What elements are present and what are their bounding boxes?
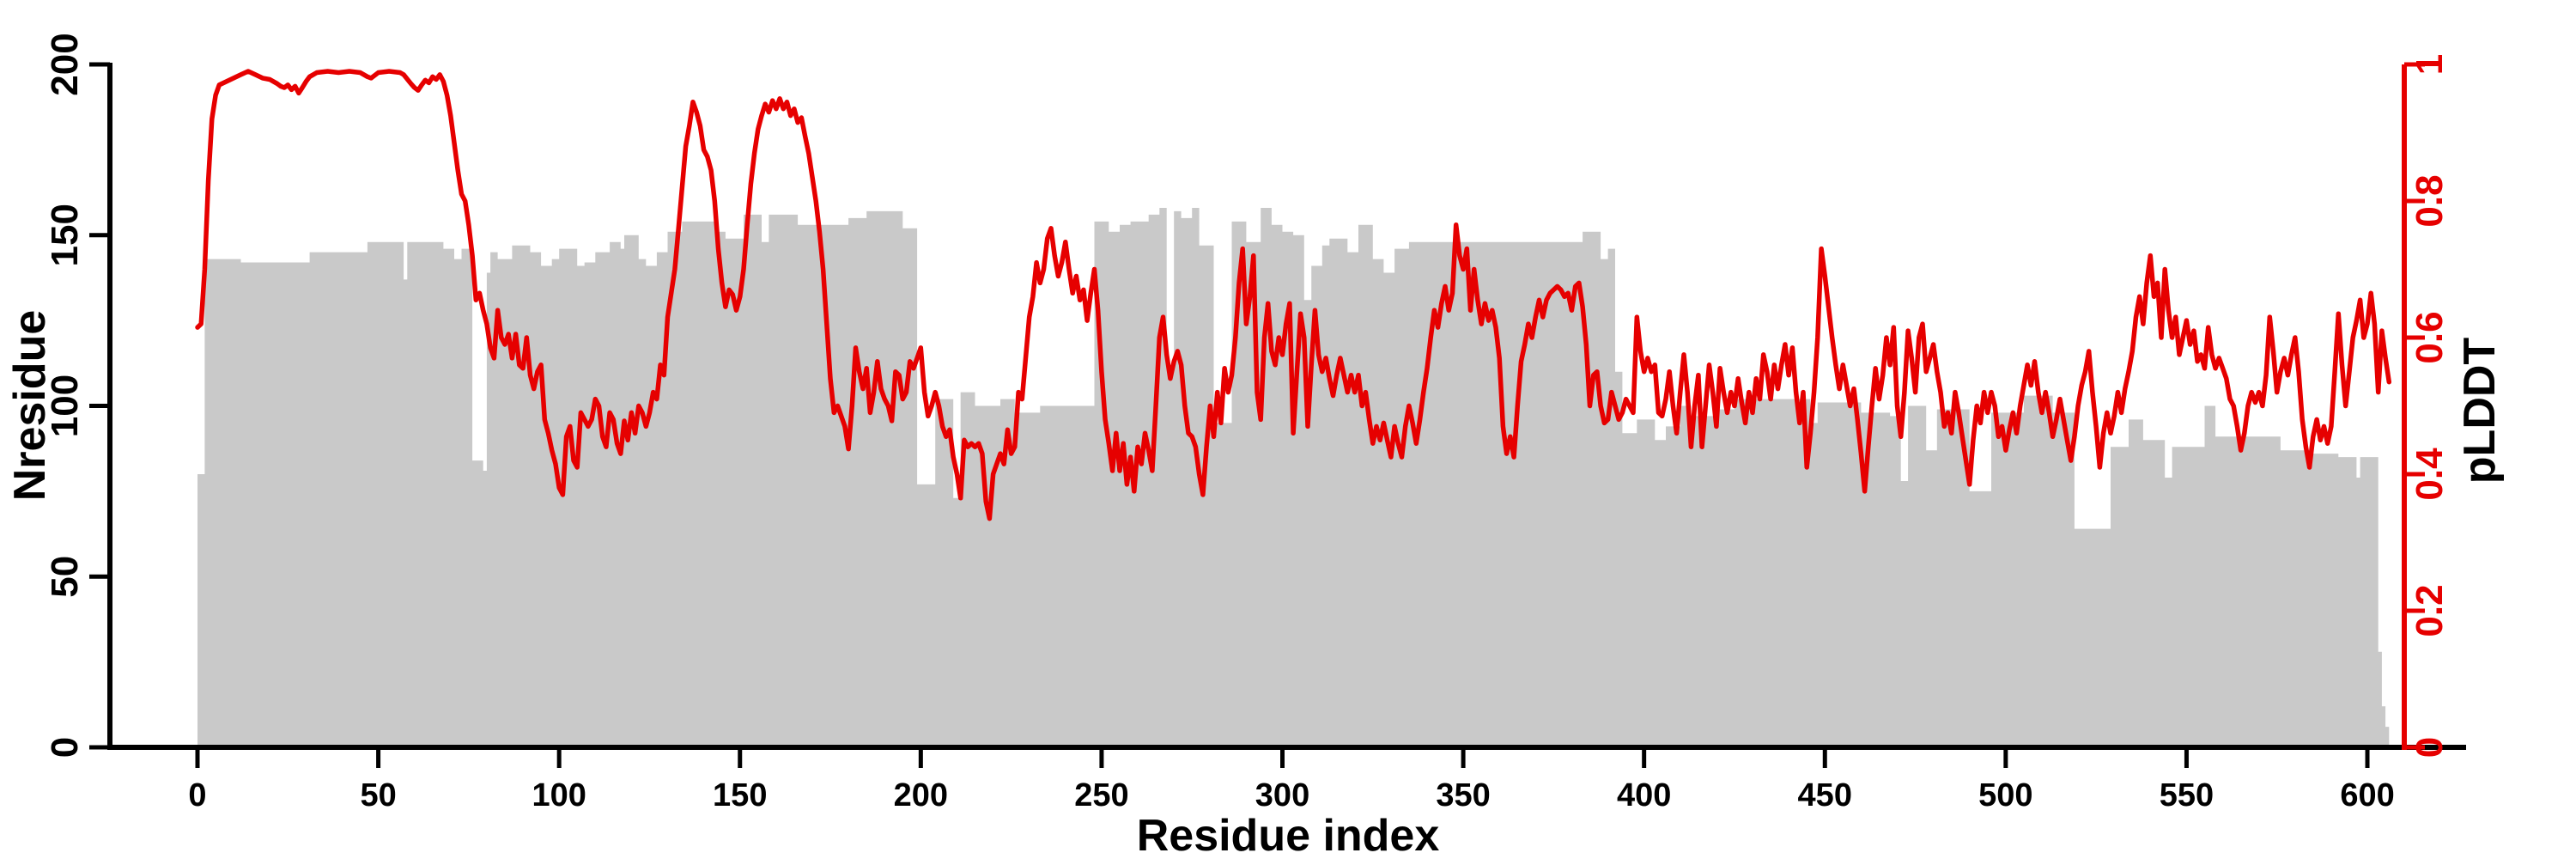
x-tick-label: 400 [1617,777,1671,813]
y-right-tick-label: 0.2 [2409,584,2451,637]
x-tick-label: 50 [360,777,396,813]
y-axis-title-right: pLDDT [2455,338,2505,484]
y-left-tick-label: 150 [44,204,86,266]
axis-ticks: 0 50 100 150 200 250 300 350 400 450 500 550 600 0 50 1… [44,33,2451,813]
x-tick-label: 0 [188,777,206,813]
y-right-tick-label: 0.6 [2409,311,2451,363]
x-tick-label: 550 [2160,777,2214,813]
y-left-tick-label: 0 [44,737,86,758]
x-tick-label: 350 [1436,777,1490,813]
x-tick-label: 150 [713,777,767,813]
y-right-tick-label: 0 [2409,737,2451,758]
x-tick-label: 450 [1798,777,1852,813]
y-right-tick-label: 0.8 [2409,174,2451,227]
x-tick-label: 200 [894,777,948,813]
y-axis-title-left: Nresidue [5,310,55,502]
x-tick-label: 600 [2340,777,2394,813]
x-tick-label: 500 [1978,777,2032,813]
y-left-tick-label: 100 [44,375,86,437]
y-right-tick-label: 0.4 [2409,448,2451,501]
plddt-line-series [195,69,2392,521]
y-left-tick-label: 200 [44,33,86,95]
nresidue-bars-series [197,208,2390,747]
y-left-tick-label: 50 [44,556,86,598]
y-right-tick-label: 1 [2409,54,2451,75]
x-axis-title: Residue index [1137,811,1440,859]
x-tick-label: 250 [1074,777,1128,813]
x-tick-label: 100 [532,777,586,813]
x-tick-label: 300 [1255,777,1309,813]
